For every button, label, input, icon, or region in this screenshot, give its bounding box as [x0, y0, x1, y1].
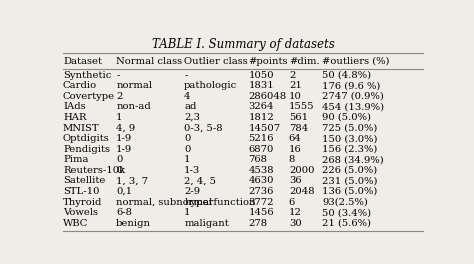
- Text: Satellite: Satellite: [63, 176, 105, 185]
- Text: 2736: 2736: [248, 187, 274, 196]
- Text: 12: 12: [289, 208, 302, 217]
- Text: 30: 30: [289, 219, 301, 228]
- Text: 231 (5.0%): 231 (5.0%): [322, 176, 377, 185]
- Text: Covertype: Covertype: [63, 92, 115, 101]
- Text: normal: normal: [116, 81, 152, 90]
- Text: 4538: 4538: [248, 166, 274, 175]
- Text: 64: 64: [289, 134, 301, 143]
- Text: TABLE I. Summary of datasets: TABLE I. Summary of datasets: [152, 38, 334, 51]
- Text: #outliers (%): #outliers (%): [322, 57, 390, 66]
- Text: 0-3, 5-8: 0-3, 5-8: [184, 124, 223, 133]
- Text: 1: 1: [184, 208, 191, 217]
- Text: #dim.: #dim.: [289, 57, 319, 66]
- Text: 768: 768: [248, 155, 267, 164]
- Text: ad: ad: [184, 102, 197, 111]
- Text: Outlier class: Outlier class: [184, 57, 248, 66]
- Text: STL-10: STL-10: [63, 187, 100, 196]
- Text: 1812: 1812: [248, 113, 274, 122]
- Text: 2048: 2048: [289, 187, 314, 196]
- Text: 2: 2: [289, 71, 295, 80]
- Text: Normal class: Normal class: [116, 57, 182, 66]
- Text: 50 (4.8%): 50 (4.8%): [322, 71, 371, 80]
- Text: 6: 6: [289, 197, 295, 206]
- Text: 1: 1: [116, 113, 123, 122]
- Text: 6870: 6870: [248, 145, 274, 154]
- Text: Pima: Pima: [63, 155, 89, 164]
- Text: 2,3: 2,3: [184, 113, 200, 122]
- Text: normal, subnormal: normal, subnormal: [116, 197, 212, 206]
- Text: 0: 0: [116, 166, 123, 175]
- Text: 0: 0: [184, 145, 191, 154]
- Text: 1-9: 1-9: [116, 145, 132, 154]
- Text: 1831: 1831: [248, 81, 274, 90]
- Text: 286048: 286048: [248, 92, 287, 101]
- Text: 2000: 2000: [289, 166, 314, 175]
- Text: 21: 21: [289, 81, 302, 90]
- Text: #points: #points: [248, 57, 288, 66]
- Text: maligant: maligant: [184, 219, 229, 228]
- Text: -: -: [184, 71, 188, 80]
- Text: 50 (3.4%): 50 (3.4%): [322, 208, 371, 217]
- Text: Synthetic: Synthetic: [63, 71, 111, 80]
- Text: Reuters-10k: Reuters-10k: [63, 166, 125, 175]
- Text: Cardio: Cardio: [63, 81, 97, 90]
- Text: non-ad: non-ad: [116, 102, 151, 111]
- Text: 90 (5.0%): 90 (5.0%): [322, 113, 371, 122]
- Text: 136 (5.0%): 136 (5.0%): [322, 187, 377, 196]
- Text: 156 (2.3%): 156 (2.3%): [322, 145, 377, 154]
- Text: 2, 4, 5: 2, 4, 5: [184, 176, 216, 185]
- Text: 2747 (0.9%): 2747 (0.9%): [322, 92, 384, 101]
- Text: Thyroid: Thyroid: [63, 197, 102, 206]
- Text: 226 (5.0%): 226 (5.0%): [322, 166, 377, 175]
- Text: WBC: WBC: [63, 219, 88, 228]
- Text: 4, 9: 4, 9: [116, 124, 136, 133]
- Text: 10: 10: [289, 92, 302, 101]
- Text: Pendigits: Pendigits: [63, 145, 110, 154]
- Text: 2: 2: [116, 92, 123, 101]
- Text: 0,1: 0,1: [116, 187, 132, 196]
- Text: 725 (5.0%): 725 (5.0%): [322, 124, 377, 133]
- Text: 6-8: 6-8: [116, 208, 132, 217]
- Text: 1555: 1555: [289, 102, 314, 111]
- Text: 16: 16: [289, 145, 301, 154]
- Text: 4: 4: [184, 92, 191, 101]
- Text: Optdigits: Optdigits: [63, 134, 109, 143]
- Text: 0: 0: [184, 134, 191, 143]
- Text: 454 (13.9%): 454 (13.9%): [322, 102, 384, 111]
- Text: HAR: HAR: [63, 113, 86, 122]
- Text: 278: 278: [248, 219, 267, 228]
- Text: pathologic: pathologic: [184, 81, 237, 90]
- Text: 36: 36: [289, 176, 301, 185]
- Text: 561: 561: [289, 113, 308, 122]
- Text: 1456: 1456: [248, 208, 274, 217]
- Text: -: -: [116, 71, 119, 80]
- Text: 21 (5.6%): 21 (5.6%): [322, 219, 371, 228]
- Text: 3264: 3264: [248, 102, 274, 111]
- Text: 1: 1: [184, 155, 191, 164]
- Text: 0: 0: [116, 155, 123, 164]
- Text: 268 (34.9%): 268 (34.9%): [322, 155, 383, 164]
- Text: Dataset: Dataset: [63, 57, 102, 66]
- Text: 93(2.5%): 93(2.5%): [322, 197, 368, 206]
- Text: IAds: IAds: [63, 102, 85, 111]
- Text: 1-9: 1-9: [116, 134, 132, 143]
- Text: 150 (3.0%): 150 (3.0%): [322, 134, 377, 143]
- Text: benign: benign: [116, 219, 151, 228]
- Text: 1050: 1050: [248, 71, 274, 80]
- Text: MNIST: MNIST: [63, 124, 100, 133]
- Text: 3772: 3772: [248, 197, 274, 206]
- Text: 14507: 14507: [248, 124, 281, 133]
- Text: 2-9: 2-9: [184, 187, 201, 196]
- Text: 4630: 4630: [248, 176, 274, 185]
- Text: 8: 8: [289, 155, 295, 164]
- Text: 1, 3, 7: 1, 3, 7: [116, 176, 148, 185]
- Text: 5216: 5216: [248, 134, 274, 143]
- Text: 784: 784: [289, 124, 308, 133]
- Text: hyperfunction: hyperfunction: [184, 197, 255, 206]
- Text: 1-3: 1-3: [184, 166, 201, 175]
- Text: Vowels: Vowels: [63, 208, 98, 217]
- Text: 176 (9.6 %): 176 (9.6 %): [322, 81, 380, 90]
